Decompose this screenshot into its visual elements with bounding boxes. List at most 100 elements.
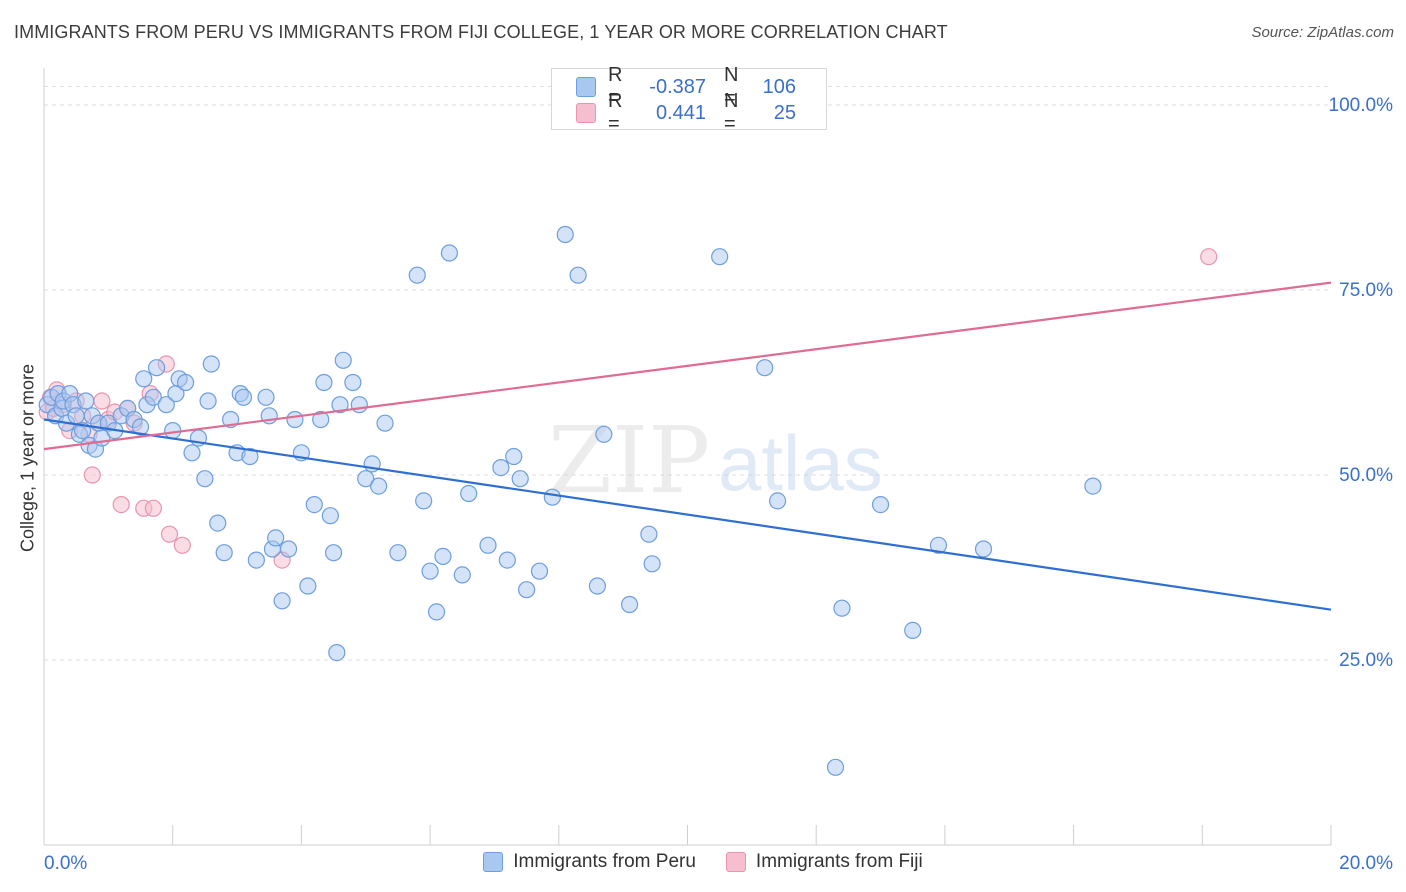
peru-point <box>157 396 175 414</box>
peru-point <box>768 492 787 510</box>
series-legend: Immigrants from Peru Immigrants from Fij… <box>0 851 1406 873</box>
peru-swatch <box>576 77 596 97</box>
peru-point <box>209 514 227 532</box>
fiji-point <box>173 536 191 554</box>
zipatlas-watermark: ZIP atlas <box>548 407 883 514</box>
peru-point <box>556 225 574 244</box>
peru-point <box>833 599 851 617</box>
peru-point <box>643 555 661 573</box>
peru-point <box>543 488 561 506</box>
source-credit: Source: ZipAtlas.com <box>1251 24 1394 41</box>
peru-point <box>267 529 285 547</box>
correlation-legend: R = -0.387 N = 106 R = 0.441 N = 25 <box>551 64 827 135</box>
peru-point <box>176 373 195 392</box>
peru-point <box>357 470 375 488</box>
legend-item-peru[interactable]: Immigrants from Peru <box>483 851 696 873</box>
peru-point <box>620 595 639 614</box>
peru-point <box>315 373 333 392</box>
peru-point <box>312 410 330 429</box>
peru-point <box>427 603 446 621</box>
peru-point <box>904 621 922 640</box>
peru-point <box>415 492 433 510</box>
peru-point <box>144 388 162 406</box>
peru-point <box>279 540 298 558</box>
peru-point <box>460 484 478 503</box>
peru-point <box>511 470 529 488</box>
peru-point <box>434 547 452 566</box>
peru-point <box>595 425 613 443</box>
peru-point <box>498 551 516 569</box>
y-tick-label: 100.0% <box>1329 95 1394 116</box>
peru-point <box>241 447 259 466</box>
r-value: -0.387 <box>649 75 706 98</box>
legend-row-peru: R = -0.387 N = 106 <box>576 64 796 109</box>
fiji-point <box>83 466 101 484</box>
y-tick-labels: 25.0% 50.0% 75.0% 100.0% <box>1329 95 1394 671</box>
peru-point <box>530 562 549 580</box>
peru-point <box>148 359 166 377</box>
peru-point <box>299 577 317 595</box>
watermark-zip: ZIP <box>548 407 710 514</box>
peru-point <box>711 248 729 266</box>
peru-point <box>215 544 233 562</box>
peru-point <box>453 566 471 584</box>
watermark-atlas: atlas <box>718 419 883 507</box>
peru-legend-swatch <box>483 852 504 872</box>
peru-legend-label: Immigrants from Peru <box>513 851 696 872</box>
peru-point <box>370 477 388 495</box>
peru-point <box>569 266 587 284</box>
peru-point <box>408 266 426 284</box>
n-value: 25 <box>773 101 796 124</box>
fiji-point <box>160 525 179 543</box>
peru-point <box>247 551 265 569</box>
y-axis-label: College, 1 year or more <box>17 363 38 553</box>
peru-point <box>321 507 339 525</box>
peru-point <box>164 422 182 440</box>
peru-point <box>389 544 407 562</box>
peru-point <box>77 392 95 410</box>
peru-point <box>305 496 323 514</box>
peru-point <box>518 581 536 599</box>
peru-point <box>286 410 304 429</box>
peru-point <box>202 355 220 373</box>
fiji-point <box>93 392 111 410</box>
chart-title: IMMIGRANTS FROM PERU VS IMMIGRANTS FROM … <box>14 22 948 42</box>
peru-point <box>131 418 150 436</box>
x-tick-labels: 0.0% 20.0% <box>44 853 1393 874</box>
n-label: N = <box>724 90 739 135</box>
peru-point <box>67 407 85 425</box>
fiji-legend-swatch <box>725 852 746 872</box>
r-label: R = <box>608 90 623 135</box>
peru-point <box>350 396 368 414</box>
fiji-swatch <box>576 103 596 123</box>
peru-point <box>334 351 352 369</box>
x-tick-label-max: 20.0% <box>1339 853 1393 874</box>
peru-point <box>974 540 993 558</box>
peru-point <box>344 373 362 392</box>
peru-point <box>135 370 153 388</box>
peru-point <box>826 758 845 776</box>
y-tick-label: 75.0% <box>1339 280 1393 301</box>
trend-lines <box>43 281 1332 611</box>
peru-point <box>196 470 214 488</box>
peru-point <box>331 396 349 414</box>
peru-point <box>183 444 201 462</box>
fiji-point <box>144 499 162 517</box>
legend-item-fiji[interactable]: Immigrants from Fiji <box>725 851 923 873</box>
fiji-point <box>1200 248 1218 266</box>
grid-lines <box>44 86 1331 661</box>
peru-point <box>273 592 291 610</box>
legend-row-fiji: R = 0.441 N = 25 <box>576 90 796 135</box>
n-value: 106 <box>762 75 796 98</box>
peru-point <box>505 447 523 466</box>
r-value: 0.441 <box>655 101 706 124</box>
axes <box>43 68 1332 846</box>
n-label: N = <box>724 64 739 109</box>
r-label: R = <box>608 64 623 109</box>
peru-point <box>421 562 439 580</box>
peru-point <box>756 359 774 377</box>
peru-point <box>376 414 394 432</box>
fiji-legend-label: Immigrants from Fiji <box>755 851 923 872</box>
peru-point <box>257 388 275 406</box>
